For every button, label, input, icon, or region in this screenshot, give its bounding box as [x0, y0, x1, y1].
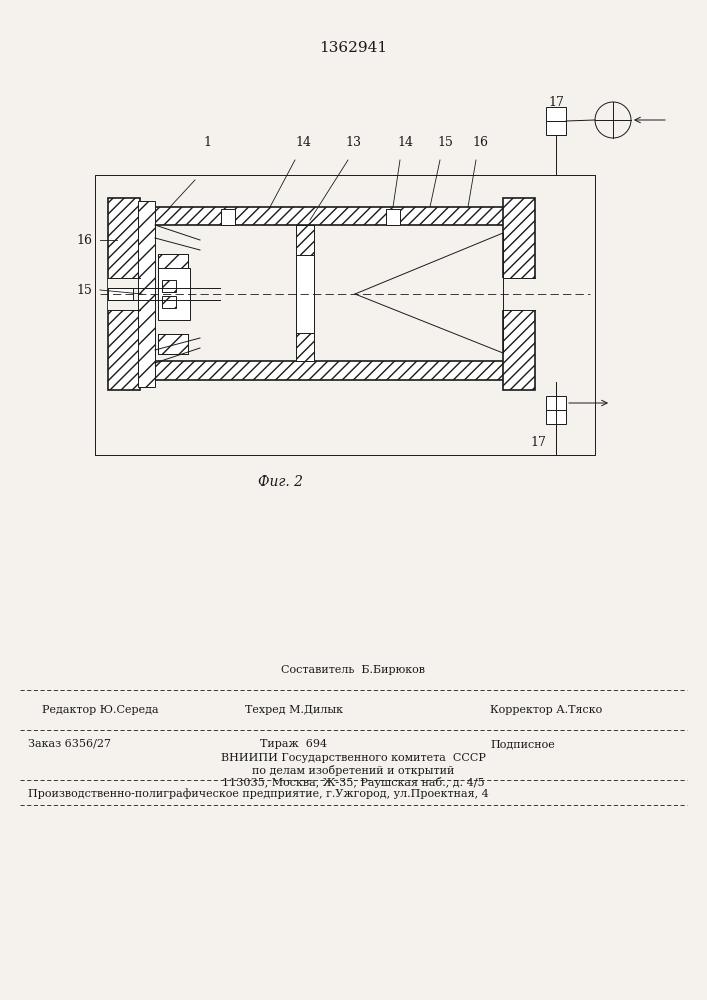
Text: 113035, Москва, Ж-35, Раушская наб., д. 4/5: 113035, Москва, Ж-35, Раушская наб., д. … — [222, 776, 484, 788]
Bar — [546, 396, 566, 410]
Text: 17: 17 — [548, 97, 564, 109]
Text: 13: 13 — [345, 136, 361, 149]
Polygon shape — [138, 201, 155, 387]
Bar — [158, 254, 188, 274]
Bar — [502, 278, 536, 310]
Text: Заказ 6356/27: Заказ 6356/27 — [28, 739, 111, 749]
Text: 15: 15 — [437, 136, 453, 149]
Bar — [386, 209, 400, 225]
Bar — [108, 278, 142, 310]
Text: 16: 16 — [472, 136, 488, 149]
Text: ВНИИПИ Государственного комитета  СССР: ВНИИПИ Государственного комитета СССР — [221, 753, 486, 763]
Text: Техред М.Дилык: Техред М.Дилык — [245, 705, 343, 715]
Bar — [546, 410, 566, 424]
Text: 14: 14 — [295, 136, 311, 149]
Bar — [158, 268, 190, 320]
Text: 1362941: 1362941 — [319, 41, 387, 55]
Polygon shape — [108, 198, 140, 390]
Bar — [108, 288, 133, 300]
Text: Корректор А.Тяско: Корректор А.Тяско — [490, 705, 602, 715]
Bar — [221, 209, 235, 225]
Polygon shape — [158, 254, 188, 274]
Polygon shape — [117, 207, 528, 225]
Bar — [158, 334, 188, 354]
Bar — [296, 255, 314, 333]
Text: по делам изобретений и открытий: по делам изобретений и открытий — [252, 764, 454, 776]
Text: 15: 15 — [76, 284, 92, 296]
Text: 17: 17 — [530, 436, 546, 448]
Bar — [546, 107, 566, 121]
Polygon shape — [503, 198, 535, 390]
Polygon shape — [296, 225, 314, 255]
Polygon shape — [162, 296, 176, 308]
Text: Составитель  Б.Бирюков: Составитель Б.Бирюков — [281, 665, 425, 675]
Text: Производственно-полиграфическое предприятие, г.Ужгород, ул.Проектная, 4: Производственно-полиграфическое предприя… — [28, 789, 489, 799]
Text: Фиг. 2: Фиг. 2 — [257, 475, 303, 489]
Text: Тираж  694: Тираж 694 — [260, 739, 327, 749]
Text: Подписное: Подписное — [490, 739, 555, 749]
Polygon shape — [117, 361, 528, 380]
Polygon shape — [158, 334, 188, 354]
Polygon shape — [296, 333, 314, 361]
Polygon shape — [162, 280, 176, 292]
Text: 14: 14 — [397, 136, 413, 149]
Text: 16: 16 — [76, 233, 92, 246]
Text: Редактор Ю.Середа: Редактор Ю.Середа — [42, 705, 158, 715]
Bar — [546, 121, 566, 135]
Text: 1: 1 — [203, 136, 211, 149]
